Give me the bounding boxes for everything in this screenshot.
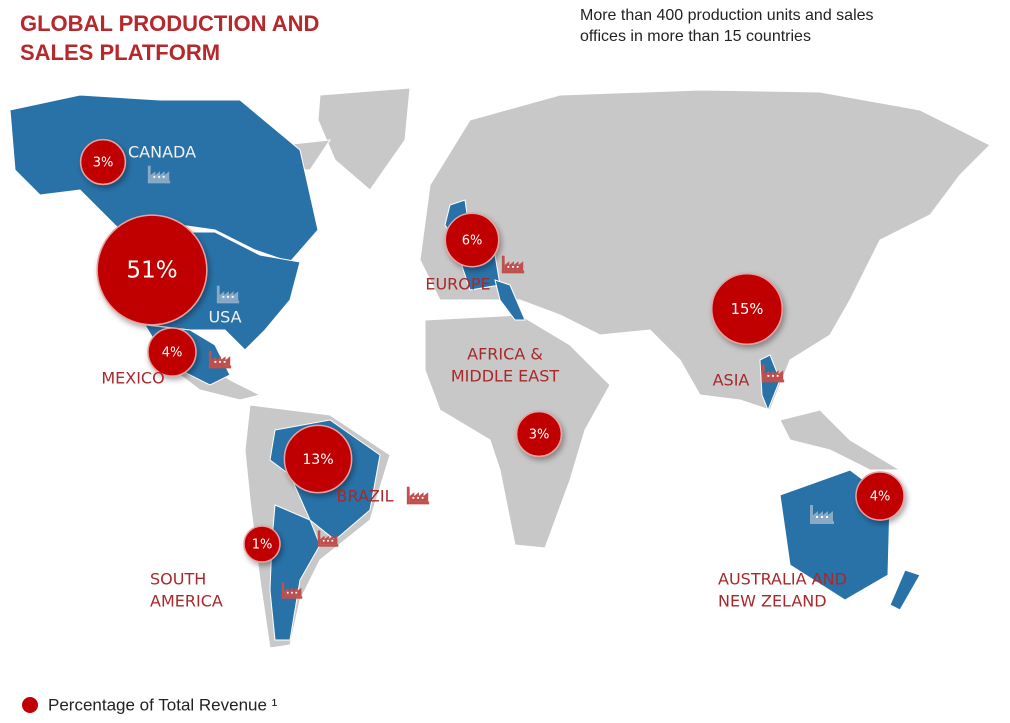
region-label: AFRICA & xyxy=(467,345,543,364)
region-label: NEW ZELAND xyxy=(718,592,827,611)
region-label: AMERICA xyxy=(150,592,223,611)
revenue-bubble xyxy=(711,273,783,345)
region-label: AUSTRALIA AND xyxy=(718,570,847,589)
subtitle-line: More than 400 production units and sales xyxy=(580,7,874,24)
revenue-bubble xyxy=(444,212,500,268)
region-label: SOUTH xyxy=(150,570,206,589)
revenue-label: 13% xyxy=(302,452,333,468)
revenue-label: 6% xyxy=(462,234,483,249)
title-line: GLOBAL PRODUCTION AND xyxy=(20,11,319,36)
world-map xyxy=(9,87,991,649)
region-label: ASIA xyxy=(713,371,750,390)
revenue-label: 15% xyxy=(731,301,764,318)
revenue-label: 4% xyxy=(162,346,183,361)
revenue-label: 4% xyxy=(870,490,891,505)
title-line: SALES PLATFORM xyxy=(20,40,220,65)
region-label: USA xyxy=(208,308,241,327)
region-label: MEXICO xyxy=(101,369,164,388)
revenue-bubble xyxy=(96,214,208,326)
revenue-bubble xyxy=(147,327,197,377)
region-label: MIDDLE EAST xyxy=(451,367,559,386)
revenue-bubble xyxy=(855,471,905,521)
factory-icon xyxy=(406,486,430,505)
legend-marker xyxy=(22,697,38,713)
revenue-bubble xyxy=(79,138,127,186)
revenue-bubble xyxy=(243,525,281,563)
revenue-bubble xyxy=(515,410,563,458)
revenue-label: 3% xyxy=(93,156,114,171)
subtitle-line: offices in more than 15 countries xyxy=(580,28,811,45)
revenue-label: 51% xyxy=(126,258,177,284)
region-label: BRAZIL xyxy=(337,487,394,506)
legend-label: Percentage of Total Revenue ¹ xyxy=(48,695,278,714)
revenue-label: 3% xyxy=(529,428,550,443)
revenue-bubble xyxy=(283,424,353,494)
region-label: EUROPE xyxy=(425,275,490,294)
revenue-label: 1% xyxy=(252,538,273,553)
region-label: CANADA xyxy=(128,143,196,162)
